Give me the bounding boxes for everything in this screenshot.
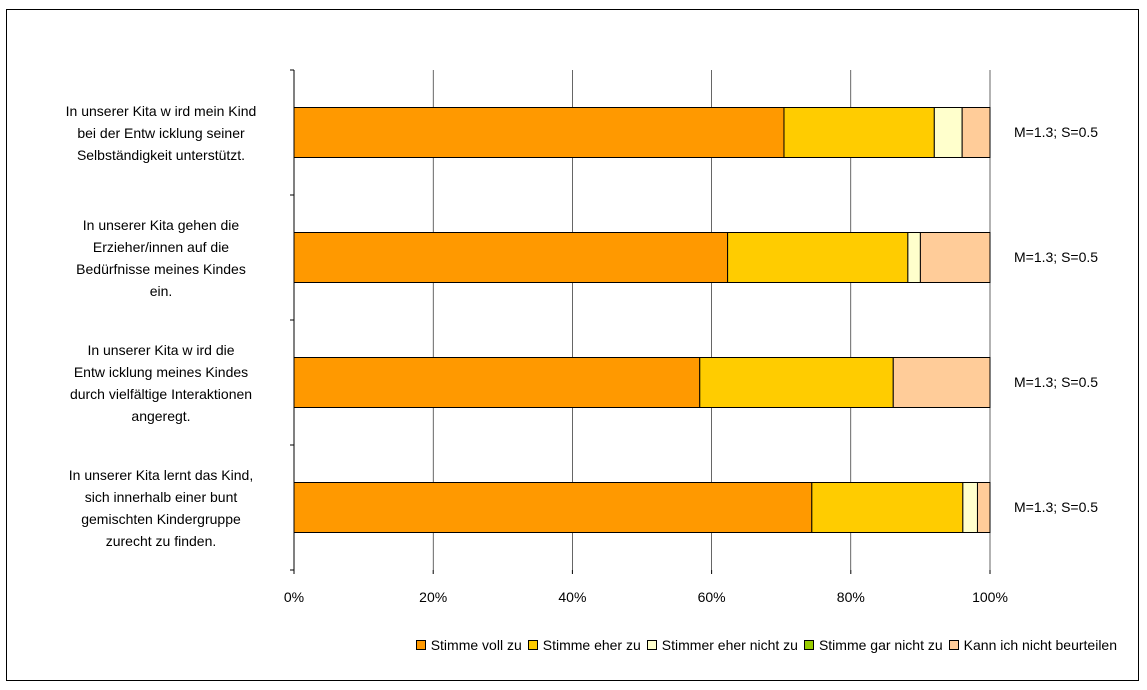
bar-0-series-4: [961, 107, 991, 158]
bar-2-series-4: [892, 357, 991, 408]
x-tick-label-5: 100%: [972, 589, 1008, 605]
stat-label: M=1.3; S=0.5: [1014, 373, 1099, 390]
legend-label: Stimme eher zu: [542, 637, 641, 653]
x-tick-label-2: 40%: [558, 589, 586, 605]
bar-1-series-2: [907, 232, 921, 283]
stat-label: M=1.3; S=0.5: [1014, 248, 1099, 265]
bar-0-series-0: [293, 107, 785, 158]
legend-item: Stimme eher zu: [527, 637, 641, 653]
x-tick-label-1: 20%: [419, 589, 447, 605]
bar-1-series-4: [919, 232, 991, 283]
stat-label: M=1.3; S=0.5: [1014, 123, 1099, 140]
bar-0-series-2: [933, 107, 963, 158]
category-label: In unserer Kita w ird mein Kind bei der …: [65, 102, 257, 163]
bar-1-series-0: [293, 232, 729, 283]
stat-label: M=1.3; S=0.5: [1014, 498, 1099, 515]
legend-label: Stimme gar nicht zu: [818, 637, 943, 653]
legend-label: Stimme voll zu: [430, 637, 522, 653]
legend-swatch: [527, 640, 538, 650]
bar-3-series-2: [962, 482, 978, 533]
legend-swatch: [948, 640, 959, 650]
legend-swatch: [646, 640, 657, 650]
legend-swatch: [415, 640, 426, 650]
bar-3-series-1: [811, 482, 964, 533]
bar-3-series-4: [976, 482, 991, 533]
legend-swatch: [803, 640, 814, 650]
bar-2-series-0: [293, 357, 701, 408]
category-label: In unserer Kita lernt das Kind, sich inn…: [68, 466, 254, 549]
bar-1-series-1: [727, 232, 909, 283]
legend-item: Stimmer eher nicht zu: [646, 637, 798, 653]
category-label: In unserer Kita gehen die Erzieher/innen…: [76, 216, 246, 299]
bar-3-series-0: [293, 482, 813, 533]
category-label: In unserer Kita w ird die Entw icklung m…: [69, 341, 253, 424]
bar-0-series-1: [783, 107, 935, 158]
bar-2-series-1: [699, 357, 894, 408]
legend-label: Stimmer eher nicht zu: [661, 637, 798, 653]
legend-item: Stimme voll zu: [415, 637, 522, 653]
legend-label: Kann ich nicht beurteilen: [963, 637, 1117, 653]
x-tick-label-4: 80%: [837, 589, 865, 605]
x-tick-label-0: 0%: [284, 589, 304, 605]
chart-legend: Stimme voll zu Stimme eher zu Stimmer eher…: [0, 637, 1147, 653]
x-tick-label-3: 60%: [698, 589, 726, 605]
legend-item: Stimme gar nicht zu: [803, 637, 943, 653]
legend-item: Kann ich nicht beurteilen: [948, 637, 1117, 653]
